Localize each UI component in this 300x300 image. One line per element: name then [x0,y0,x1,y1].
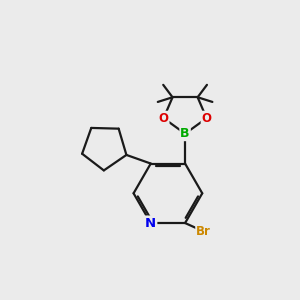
Text: N: N [145,217,156,230]
Text: B: B [180,127,190,140]
Text: O: O [202,112,212,125]
Text: O: O [159,112,169,125]
Text: Br: Br [196,225,211,238]
